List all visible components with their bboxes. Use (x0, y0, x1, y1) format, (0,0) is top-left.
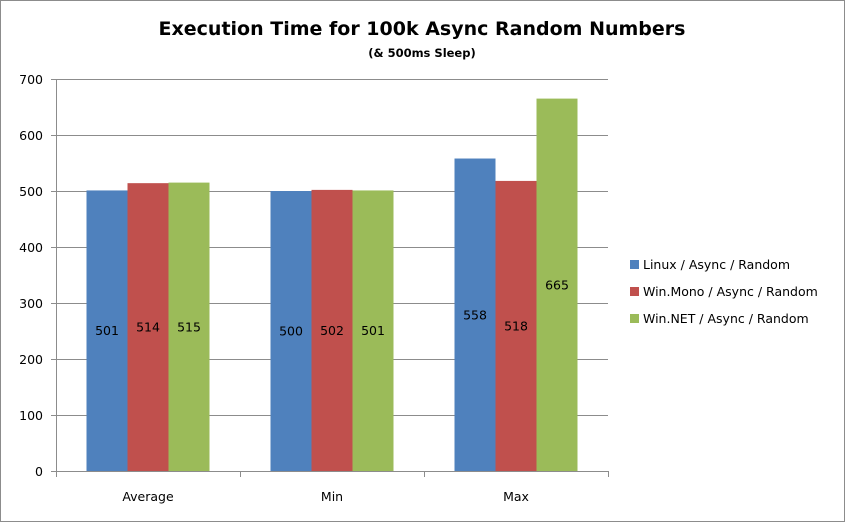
data-label: 518 (504, 318, 528, 333)
data-labels: 501 514 515 500 502 501 558 518 665 (95, 277, 569, 338)
bar (270, 191, 312, 471)
chart-subtitle: (& 500ms Sleep) (368, 46, 475, 60)
legend-swatch (630, 260, 639, 269)
x-tick-label: Average (122, 489, 174, 504)
bar (454, 158, 496, 471)
legend-label: Linux / Async / Random (643, 257, 790, 272)
data-label: 558 (463, 307, 487, 322)
x-tick-label: Min (321, 489, 343, 504)
legend-swatch (630, 314, 639, 323)
data-label: 665 (545, 277, 569, 292)
y-tick-label: 200 (19, 352, 43, 367)
bar (536, 98, 578, 471)
bar (311, 189, 353, 471)
y-axis-ticks: 0 100 200 300 400 500 600 700 (19, 72, 56, 479)
y-tick-label: 300 (19, 296, 43, 311)
bar (495, 180, 537, 472)
data-label: 502 (320, 323, 344, 338)
y-tick-label: 100 (19, 408, 43, 423)
x-tick-label: Max (503, 489, 529, 504)
bars (86, 98, 578, 472)
y-tick-label: 700 (19, 72, 43, 87)
y-tick-label: 600 (19, 128, 43, 143)
data-label: 500 (279, 324, 303, 339)
bar (352, 190, 394, 471)
legend-label: Win.Mono / Async / Random (643, 284, 818, 299)
y-tick-label: 400 (19, 240, 43, 255)
chart-title: Execution Time for 100k Async Random Num… (159, 18, 686, 40)
y-tick-label: 0 (35, 464, 43, 479)
data-label: 515 (177, 319, 201, 334)
legend-label: Win.NET / Async / Random (643, 311, 809, 326)
legend: Linux / Async / Random Win.Mono / Async /… (630, 257, 818, 326)
y-tick-label: 500 (19, 184, 43, 199)
data-label: 514 (136, 320, 160, 335)
x-axis-ticks: Average Min Max (56, 471, 609, 504)
legend-swatch (630, 287, 639, 296)
bar (168, 182, 210, 471)
bar (86, 190, 128, 471)
data-label: 501 (95, 323, 119, 338)
axes (56, 79, 608, 472)
bar (127, 183, 169, 471)
data-label: 501 (361, 323, 385, 338)
